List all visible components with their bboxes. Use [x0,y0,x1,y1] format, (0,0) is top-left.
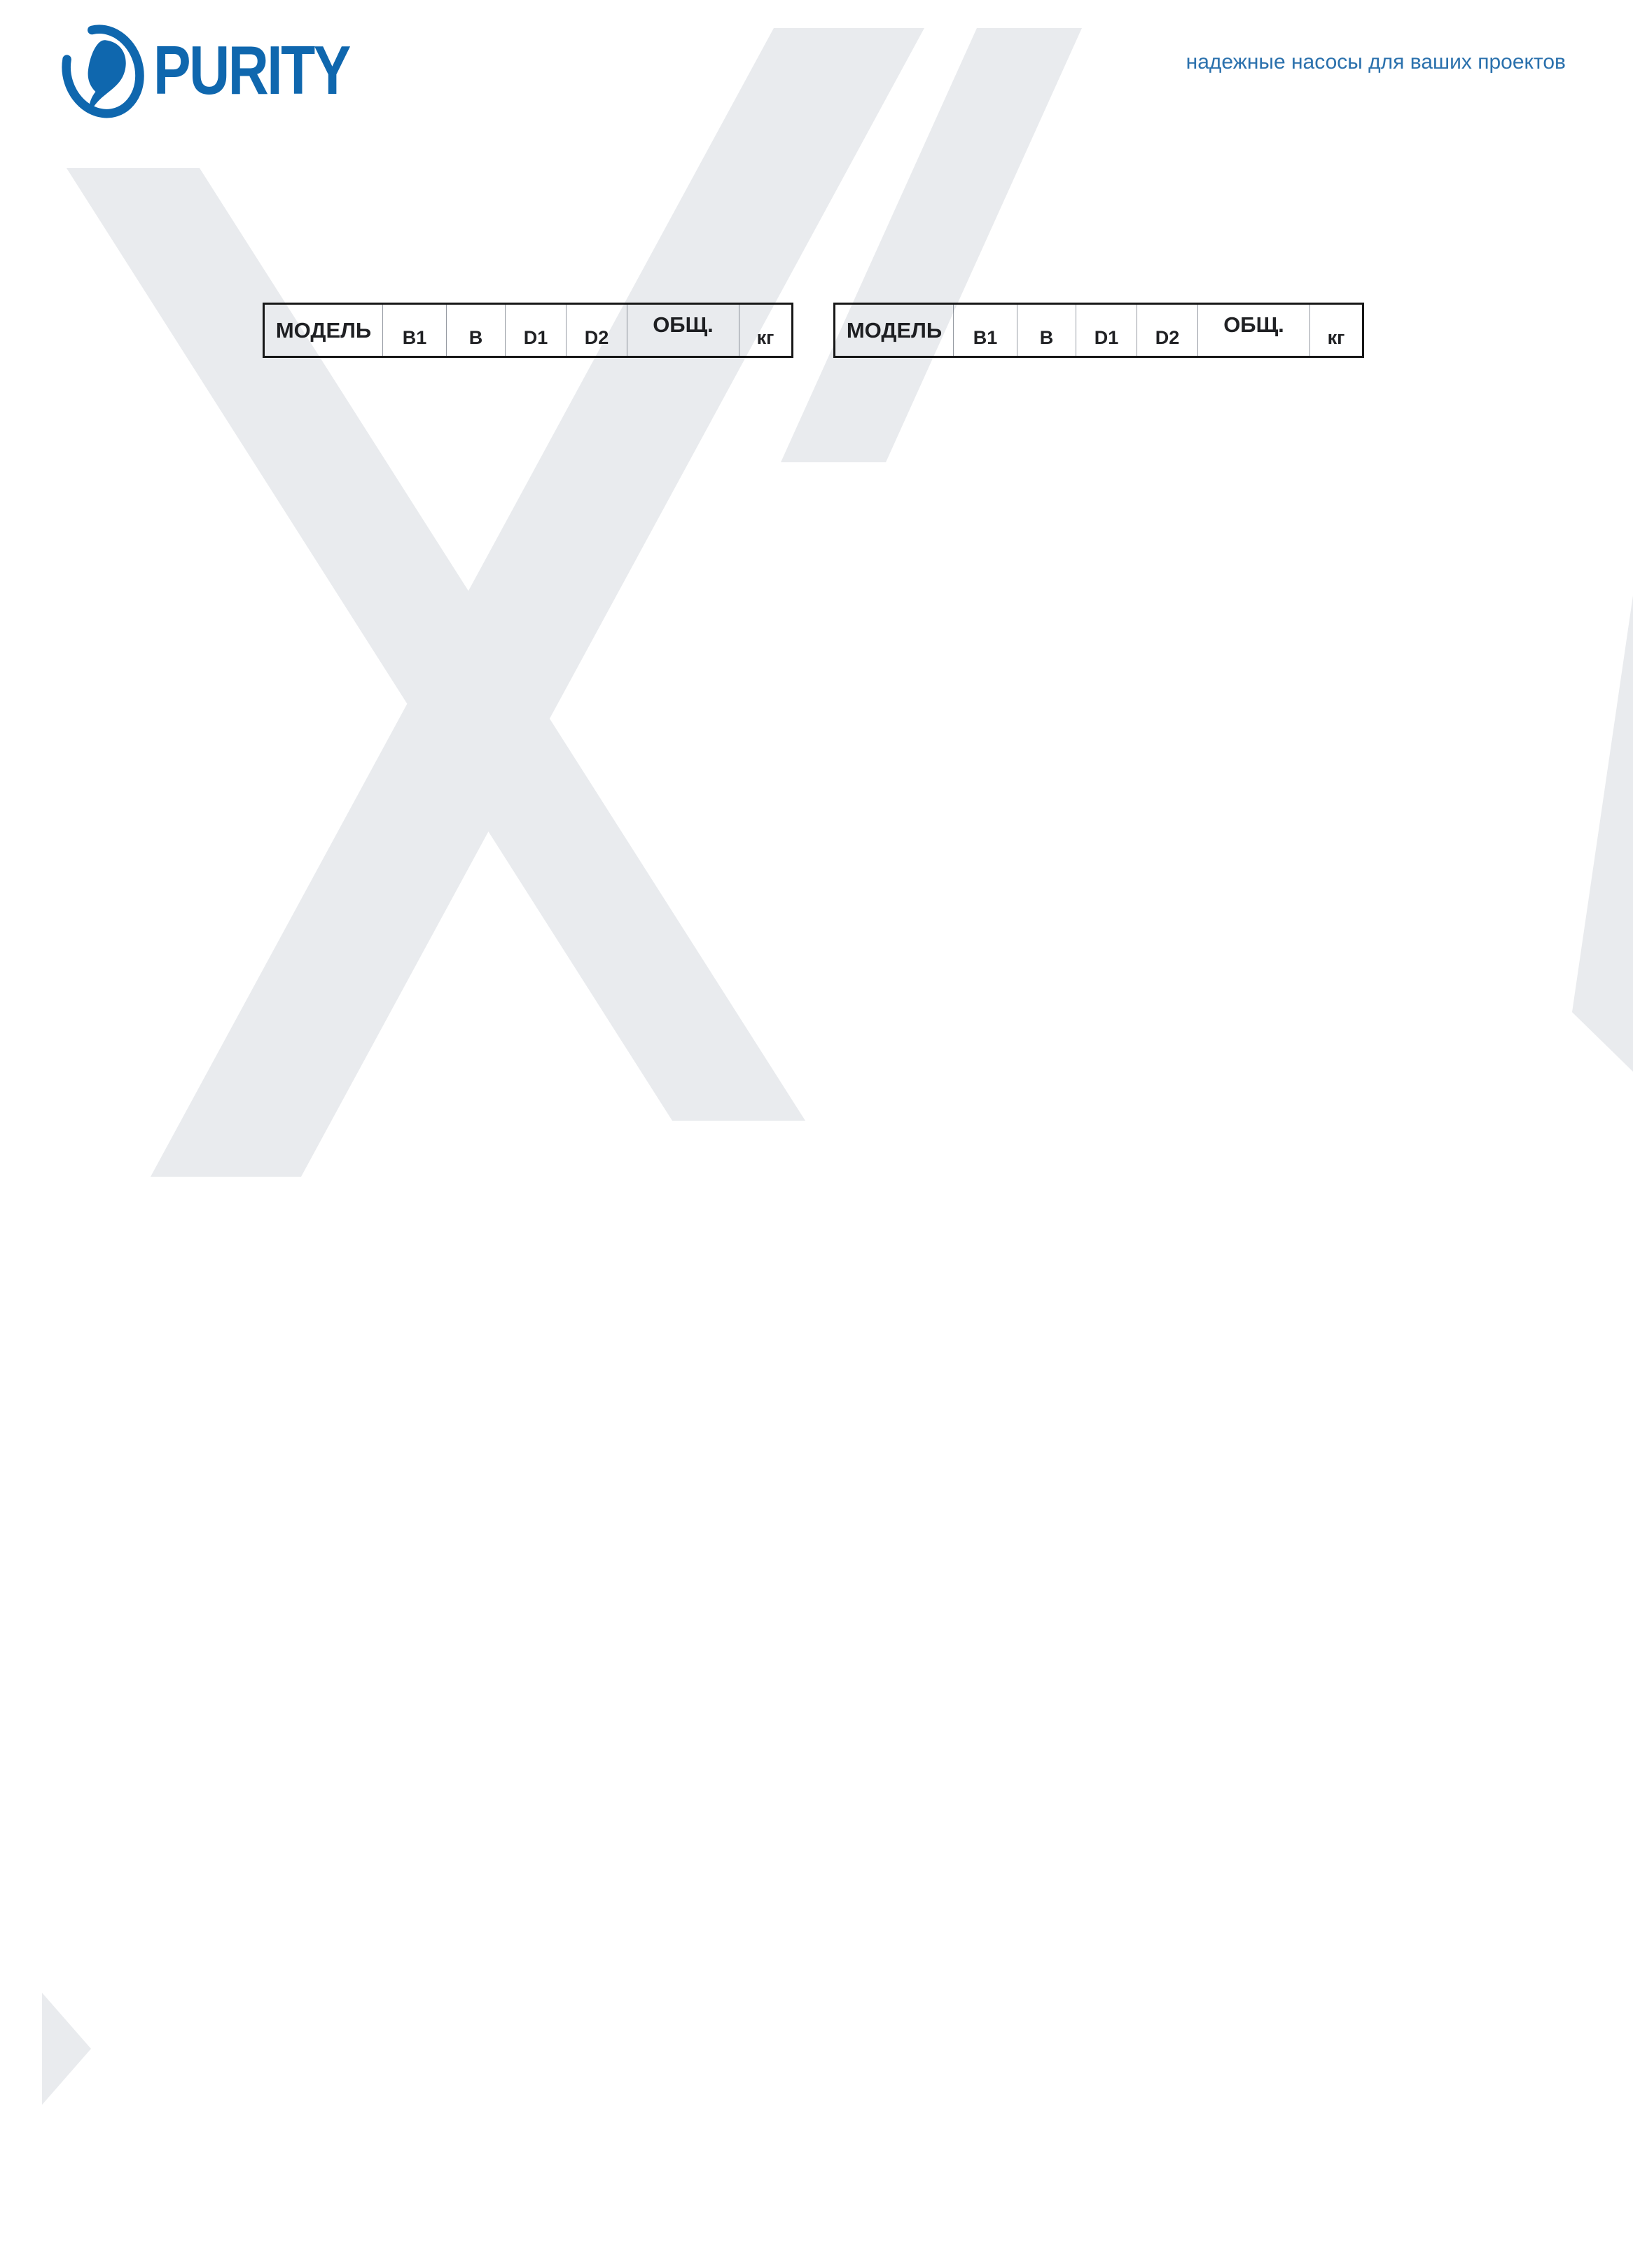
column-header-b: B [1017,303,1076,358]
column-header-b: B [446,303,506,358]
spec-table-left-container: МОДЕЛЬ B1 B D1 D2 ОБЩ. кг [263,303,793,358]
brand-tagline: надежные насосы для ваших проектов [1186,50,1566,74]
header-row: МОДЕЛЬ B1 B D1 D2 ОБЩ. кг [834,303,1363,358]
column-header-d2: D2 [566,303,627,358]
column-header-kg: кг [739,303,793,358]
brand-logo-text: PURITY [153,31,351,109]
column-header-obsh: ОБЩ. [1197,303,1310,358]
spec-table: МОДЕЛЬ B1 B D1 D2 ОБЩ. кг [263,303,793,358]
column-header-kg: кг [1309,303,1363,358]
column-header-d2: D2 [1137,303,1198,358]
column-header-model: МОДЕЛЬ [834,303,954,358]
spec-table: МОДЕЛЬ B1 B D1 D2 ОБЩ. кг [833,303,1364,358]
column-header-d1: D1 [505,303,567,358]
column-header-obsh: ОБЩ. [627,303,739,358]
column-header-b1: B1 [953,303,1017,358]
spec-table-right-container: МОДЕЛЬ B1 B D1 D2 ОБЩ. кг [833,303,1364,358]
column-header-d1: D1 [1076,303,1137,358]
column-header-b1: B1 [382,303,447,358]
purity-logo-icon [62,25,144,118]
header-row: МОДЕЛЬ B1 B D1 D2 ОБЩ. кг [263,303,793,358]
column-header-model: МОДЕЛЬ [263,303,383,358]
brand-header: PURITY [60,20,392,120]
